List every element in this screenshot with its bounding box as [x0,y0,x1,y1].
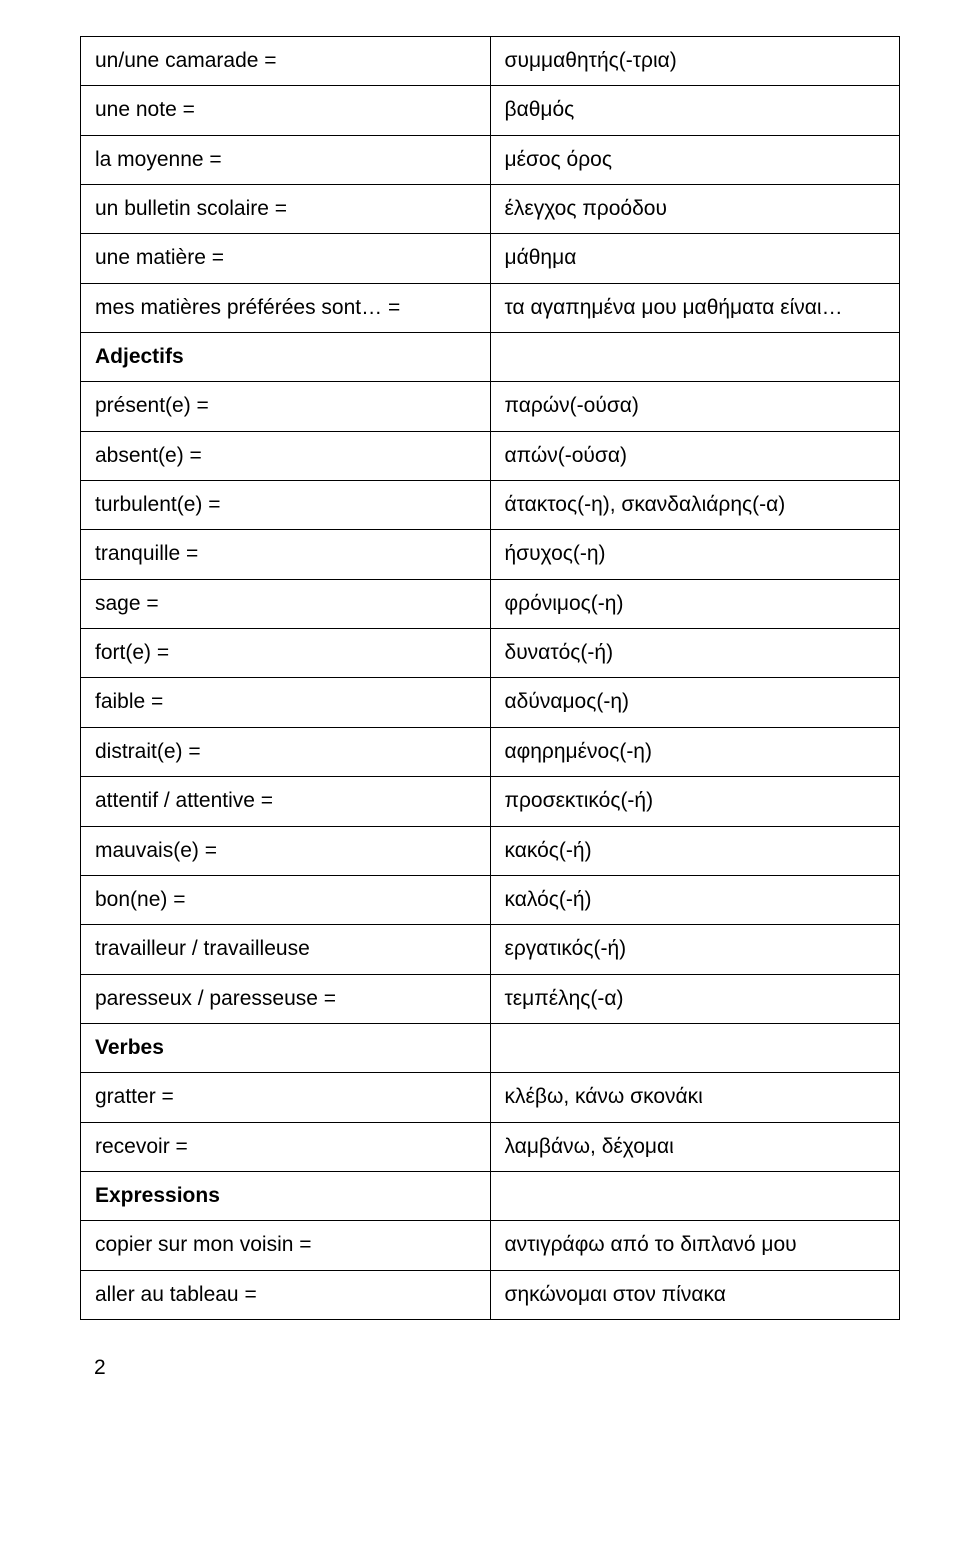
cell-french: gratter = [81,1073,491,1122]
cell-french: un bulletin scolaire = [81,185,491,234]
table-row: sage =φρόνιμος(-η) [81,579,900,628]
cell-french: faible = [81,678,491,727]
cell-greek: συμμαθητής(-τρια) [490,37,900,86]
cell-greek [490,1171,900,1220]
cell-french: copier sur mon voisin = [81,1221,491,1270]
cell-french: tranquille = [81,530,491,579]
table-row: présent(e) =παρών(-ούσα) [81,382,900,431]
cell-greek: κλέβω, κάνω σκονάκι [490,1073,900,1122]
cell-french: distrait(e) = [81,727,491,776]
page-number: 2 [94,1356,900,1380]
table-row: faible =αδύναμος(-η) [81,678,900,727]
table-row: bon(ne) =καλός(-ή) [81,875,900,924]
table-row: un/une camarade =συμμαθητής(-τρια) [81,37,900,86]
table-row: recevoir =λαμβάνω, δέχομαι [81,1122,900,1171]
cell-french: fort(e) = [81,629,491,678]
table-row: distrait(e) =αφηρημένος(-η) [81,727,900,776]
cell-greek [490,333,900,382]
cell-greek: μέσος όρος [490,135,900,184]
table-row: absent(e) =απών(-ούσα) [81,431,900,480]
table-row: un bulletin scolaire =έλεγχος προόδου [81,185,900,234]
cell-greek: λαμβάνω, δέχομαι [490,1122,900,1171]
cell-greek: τεμπέλης(-α) [490,974,900,1023]
cell-greek: παρών(-ούσα) [490,382,900,431]
cell-french: un/une camarade = [81,37,491,86]
cell-greek: εργατικός(-ή) [490,925,900,974]
table-row: attentif / attentive =προσεκτικός(-ή) [81,777,900,826]
table-row: paresseux / paresseuse =τεμπέλης(-α) [81,974,900,1023]
table-row: turbulent(e) =άτακτος(-η), σκανδαλιάρης(… [81,481,900,530]
cell-greek: απών(-ούσα) [490,431,900,480]
cell-french: Expressions [81,1171,491,1220]
cell-french: mes matières préférées sont… = [81,283,491,332]
table-row: tranquille =ήσυχος(-η) [81,530,900,579]
cell-greek: μάθημα [490,234,900,283]
vocab-table-body: un/une camarade =συμμαθητής(-τρια)une no… [81,37,900,1320]
cell-french: présent(e) = [81,382,491,431]
table-row: Adjectifs [81,333,900,382]
cell-greek: κακός(-ή) [490,826,900,875]
cell-greek: δυνατός(-ή) [490,629,900,678]
vocab-table: un/une camarade =συμμαθητής(-τρια)une no… [80,36,900,1320]
table-row: une note =βαθμός [81,86,900,135]
cell-french: Adjectifs [81,333,491,382]
cell-french: attentif / attentive = [81,777,491,826]
cell-french: la moyenne = [81,135,491,184]
cell-greek: άτακτος(-η), σκανδαλιάρης(-α) [490,481,900,530]
table-row: aller au tableau =σηκώνομαι στον πίνακα [81,1270,900,1319]
cell-french: sage = [81,579,491,628]
table-row: Verbes [81,1023,900,1072]
cell-greek: βαθμός [490,86,900,135]
table-row: une matière =μάθημα [81,234,900,283]
cell-greek: προσεκτικός(-ή) [490,777,900,826]
cell-french: absent(e) = [81,431,491,480]
cell-greek: ήσυχος(-η) [490,530,900,579]
table-row: gratter =κλέβω, κάνω σκονάκι [81,1073,900,1122]
table-row: mauvais(e) =κακός(-ή) [81,826,900,875]
cell-greek: έλεγχος προόδου [490,185,900,234]
cell-french: une matière = [81,234,491,283]
cell-greek: αδύναμος(-η) [490,678,900,727]
cell-greek: αφηρημένος(-η) [490,727,900,776]
table-row: copier sur mon voisin =αντιγράφω από το … [81,1221,900,1270]
cell-french: mauvais(e) = [81,826,491,875]
cell-french: aller au tableau = [81,1270,491,1319]
cell-greek: καλός(-ή) [490,875,900,924]
cell-french: travailleur / travailleuse [81,925,491,974]
cell-french: turbulent(e) = [81,481,491,530]
cell-french: recevoir = [81,1122,491,1171]
cell-greek: τα αγαπημένα μου μαθήματα είναι… [490,283,900,332]
table-row: mes matières préférées sont… =τα αγαπημέ… [81,283,900,332]
cell-greek: αντιγράφω από το διπλανό μου [490,1221,900,1270]
table-row: fort(e) =δυνατός(-ή) [81,629,900,678]
cell-french: paresseux / paresseuse = [81,974,491,1023]
cell-french: bon(ne) = [81,875,491,924]
cell-greek: σηκώνομαι στον πίνακα [490,1270,900,1319]
table-row: travailleur / travailleuseεργατικός(-ή) [81,925,900,974]
cell-french: Verbes [81,1023,491,1072]
document-page: un/une camarade =συμμαθητής(-τρια)une no… [0,0,960,1420]
table-row: Expressions [81,1171,900,1220]
cell-greek: φρόνιμος(-η) [490,579,900,628]
cell-french: une note = [81,86,491,135]
table-row: la moyenne =μέσος όρος [81,135,900,184]
cell-greek [490,1023,900,1072]
